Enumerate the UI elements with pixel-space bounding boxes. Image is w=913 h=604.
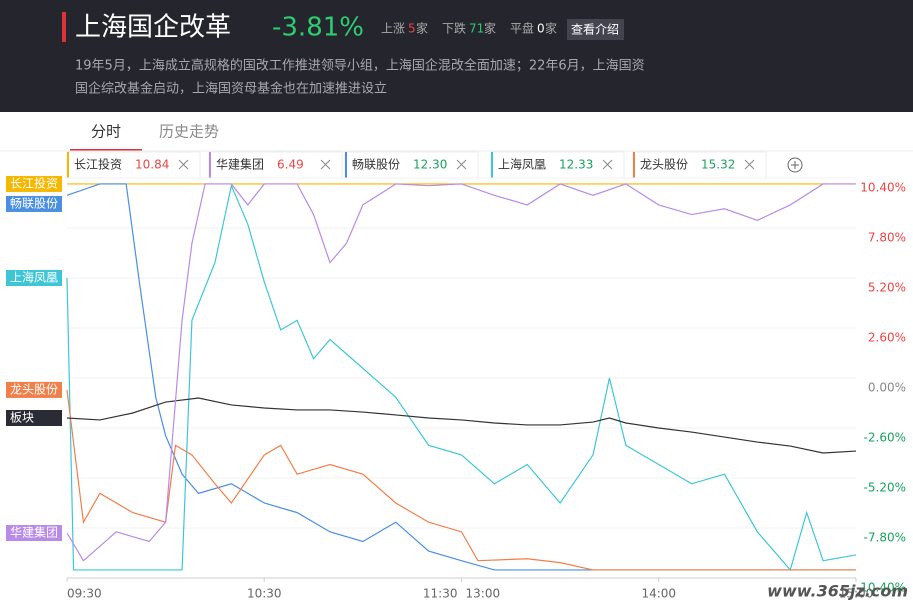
- series-name: 板块: [10, 411, 34, 425]
- y-tick-label: -2.60%: [864, 431, 906, 445]
- series-name: 畅联股份: [10, 196, 58, 210]
- title-bar: [62, 12, 66, 42]
- stock-tag-accent: [491, 152, 493, 178]
- watermark: www.365jz.com: [767, 582, 908, 601]
- x-tick-label: 15:00: [839, 587, 874, 601]
- tab-active[interactable]: 分时: [91, 123, 121, 141]
- stock-tag-close[interactable]: [602, 159, 613, 170]
- title: 上海国企改革: [75, 13, 231, 43]
- add-icon: [791, 161, 799, 169]
- series-line: [66, 183, 856, 571]
- series-line: [66, 183, 857, 572]
- x-tick-label: 11:30: [423, 587, 458, 601]
- stock-tag-name: 长江投资: [74, 157, 122, 172]
- series-line: [66, 389, 856, 571]
- y-tick-label: 5.20%: [868, 281, 906, 295]
- series-name: 华建集团: [10, 525, 58, 540]
- stock-tag[interactable]: [632, 151, 767, 179]
- stock-tag-close[interactable]: [320, 159, 331, 170]
- tab[interactable]: 历史走势: [159, 123, 219, 141]
- series-name-tag: [6, 410, 62, 426]
- stock-tag-close[interactable]: [744, 159, 755, 170]
- stock-tag-price: 12.30: [413, 158, 447, 172]
- add-button[interactable]: [787, 157, 803, 173]
- stock-tag-accent: [345, 152, 347, 178]
- intro-button-text[interactable]: 查看介绍: [571, 23, 619, 37]
- stock-tag[interactable]: [208, 151, 343, 179]
- stock-tag-price: 15.32: [701, 158, 735, 172]
- stock-tag-name: 上海凤凰: [498, 157, 546, 172]
- x-tick-label: 14:00: [641, 587, 676, 601]
- description-line: 国企综改基金启动，上海国资母基金也在加速推进设立: [75, 81, 387, 97]
- x-tick-label: 10:30: [247, 587, 282, 601]
- down-label: 下跌: [442, 21, 466, 36]
- stock-tag-close[interactable]: [456, 159, 467, 170]
- up-label: 上涨: [381, 21, 405, 36]
- intro-button[interactable]: [567, 19, 624, 40]
- stock-tag-accent: [209, 152, 211, 178]
- stock-tag-accent: [67, 152, 69, 178]
- stock-tag[interactable]: [66, 151, 201, 179]
- stock-tag-price: 6.49: [277, 158, 304, 172]
- series-name: 长江投资: [10, 175, 58, 190]
- x-tick-label: 13:00: [466, 587, 501, 601]
- stock-tag-name: 华建集团: [216, 157, 264, 172]
- series-name-tag: [6, 525, 62, 541]
- series-name: 龙头股份: [10, 382, 58, 396]
- series-name: 上海凤凰: [10, 270, 58, 285]
- down-count: 71: [469, 22, 484, 36]
- description-line: 19年5月，上海成立高规格的国改工作推进领导小组，上海国企混改全面加速；22年6…: [75, 58, 645, 74]
- stock-tag-price: 12.33: [559, 158, 593, 172]
- down-unit: 家: [484, 21, 496, 36]
- stock-tag-name: 畅联股份: [352, 158, 400, 172]
- stock-tag-close[interactable]: [178, 159, 189, 170]
- tab-underline: [70, 149, 142, 151]
- series-name-tag: [6, 381, 62, 398]
- y-tick-label: 0.00%: [868, 381, 906, 395]
- header-bg: [0, 0, 913, 112]
- y-tick-label: -5.20%: [864, 481, 906, 495]
- flat-count: 0: [537, 22, 545, 36]
- series-line: [66, 397, 857, 454]
- y-tick-label: 10.40%: [860, 181, 906, 195]
- x-tick-label: 09:30: [67, 587, 102, 601]
- series-name-tag: [6, 195, 62, 212]
- up-unit: 家: [416, 21, 428, 36]
- flat-unit: 家: [545, 21, 557, 36]
- series-line: [66, 183, 856, 562]
- y-tick-label: -7.80%: [864, 531, 906, 545]
- stock-tag-accent: [633, 152, 635, 178]
- flat-label: 平盘: [510, 21, 534, 36]
- series-name-tag: [6, 270, 62, 286]
- change: -3.81%: [272, 13, 364, 43]
- series-name-tag: [6, 175, 62, 192]
- y-tick-label: 2.60%: [868, 331, 906, 345]
- y-tick-label: -10.40%: [856, 581, 906, 595]
- stock-tag-name: 龙头股份: [640, 158, 688, 172]
- stock-tag-price: 10.84: [135, 158, 169, 172]
- y-tick-label: 7.80%: [868, 231, 906, 245]
- up-count: 5: [408, 22, 416, 36]
